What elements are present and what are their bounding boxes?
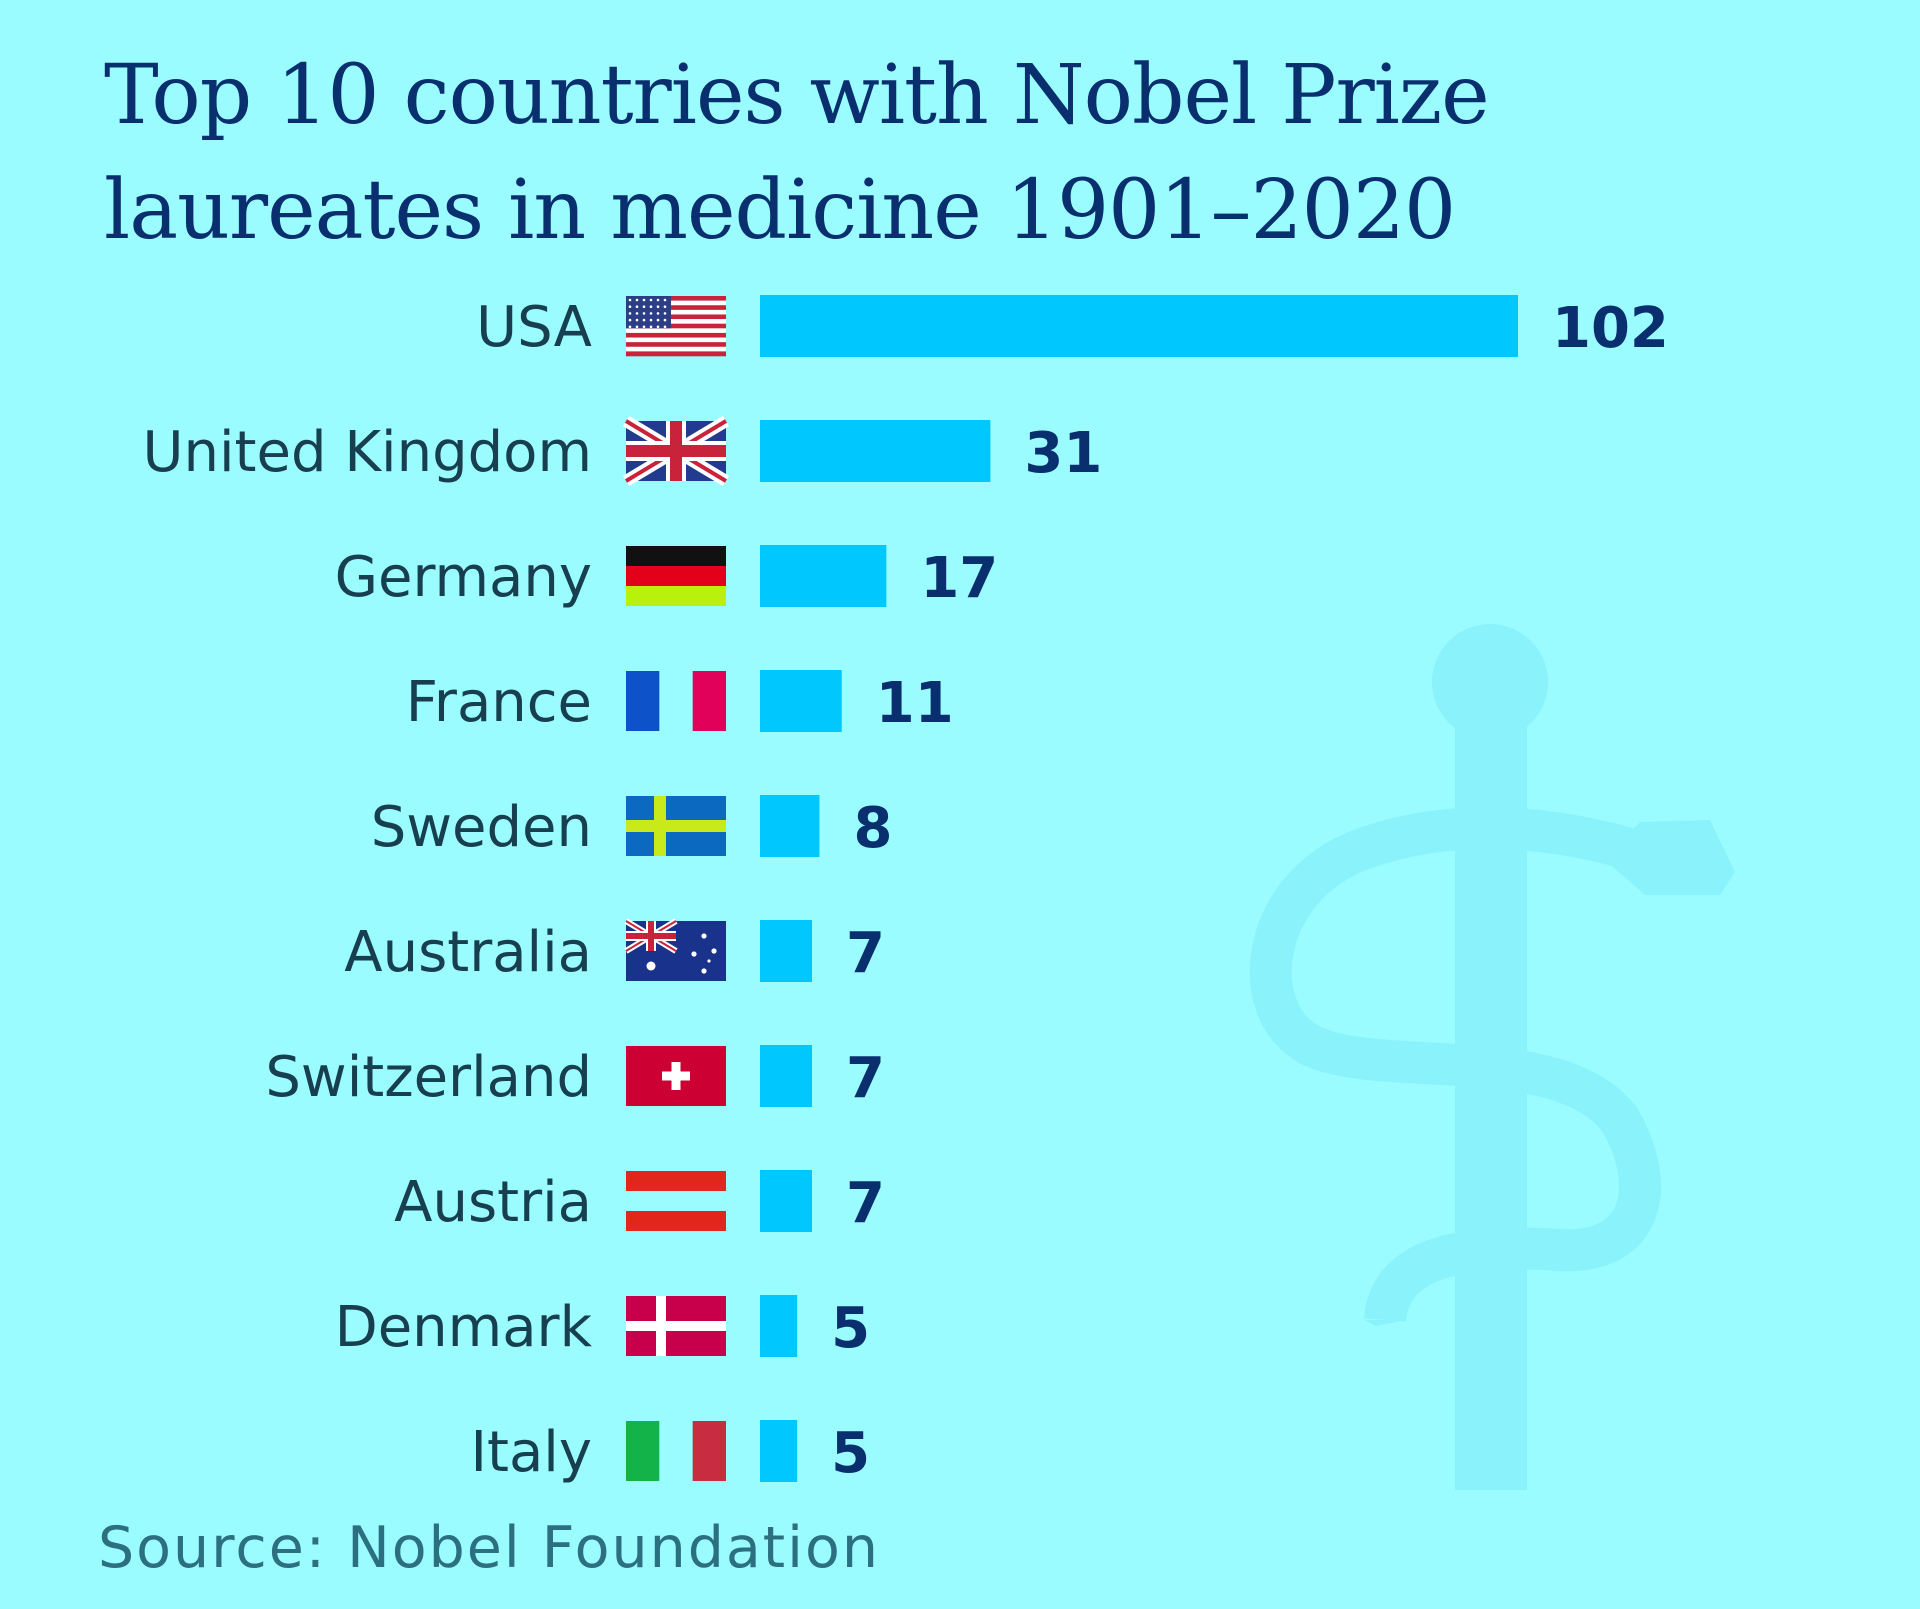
bar [760,1170,813,1232]
bar-row: Australia 7 [344,918,885,986]
value-label: 7 [846,1046,885,1111]
category-label: Australia [344,920,592,985]
value-label: 11 [876,671,954,736]
category-label: Austria [394,1170,592,1235]
flag-denmark-icon [626,1296,726,1356]
category-label: France [406,670,592,735]
category-label: Sweden [371,795,592,860]
flag-sweden-icon [626,796,726,856]
bar [760,420,991,482]
category-label: USA [476,295,592,360]
flag-united-kingdom-icon [622,415,730,487]
category-label: United Kingdom [143,420,592,485]
chart-title-line-1: Top 10 countries with Nobel Prize [104,48,1490,143]
flag-australia-icon [624,918,726,981]
bar-row: Austria 7 [394,1170,885,1236]
source-note: Source: Nobel Foundation [98,1515,880,1581]
flag-italy-icon [626,1421,726,1481]
flag-austria-icon [626,1171,726,1231]
value-label: 8 [853,796,892,861]
value-label: 5 [831,1421,870,1486]
bar-row: Germany 17 [335,545,998,611]
bar [760,295,1518,357]
flag-usa-icon [626,296,726,357]
bar [760,670,842,732]
chart-title: Top 10 countries with Nobel Prize laurea… [104,38,1804,268]
bar [760,920,813,982]
bar-row: Sweden 8 [371,795,892,861]
value-label: 7 [846,1171,885,1236]
flag-france-icon [626,671,726,731]
bar [760,1295,798,1357]
bar [760,1420,798,1482]
value-label: 102 [1552,296,1669,361]
category-label: Switzerland [265,1045,592,1110]
flag-switzerland-icon [626,1046,726,1106]
staff-of-asclepius-icon [1249,624,1735,1490]
bar-row: Denmark 5 [335,1295,870,1361]
category-label: Germany [335,545,592,610]
value-label: 5 [831,1296,870,1361]
value-label: 17 [920,546,998,611]
bar [760,545,887,607]
category-label: Denmark [335,1295,593,1360]
flag-germany-icon [626,546,726,606]
bar-row: United Kingdom 31 [143,415,1102,487]
value-label: 7 [846,921,885,986]
bar-row: France 11 [406,670,954,736]
category-label: Italy [471,1420,593,1485]
bar-row: Switzerland 7 [265,1045,885,1111]
bar [760,1045,813,1107]
bar-row: USA 102 [476,295,1669,361]
bar-row: Italy 5 [471,1420,870,1486]
value-label: 31 [1024,421,1102,486]
chart-title-line-2: laureates in medicine 1901–2020 [104,163,1456,258]
bar [760,795,820,857]
